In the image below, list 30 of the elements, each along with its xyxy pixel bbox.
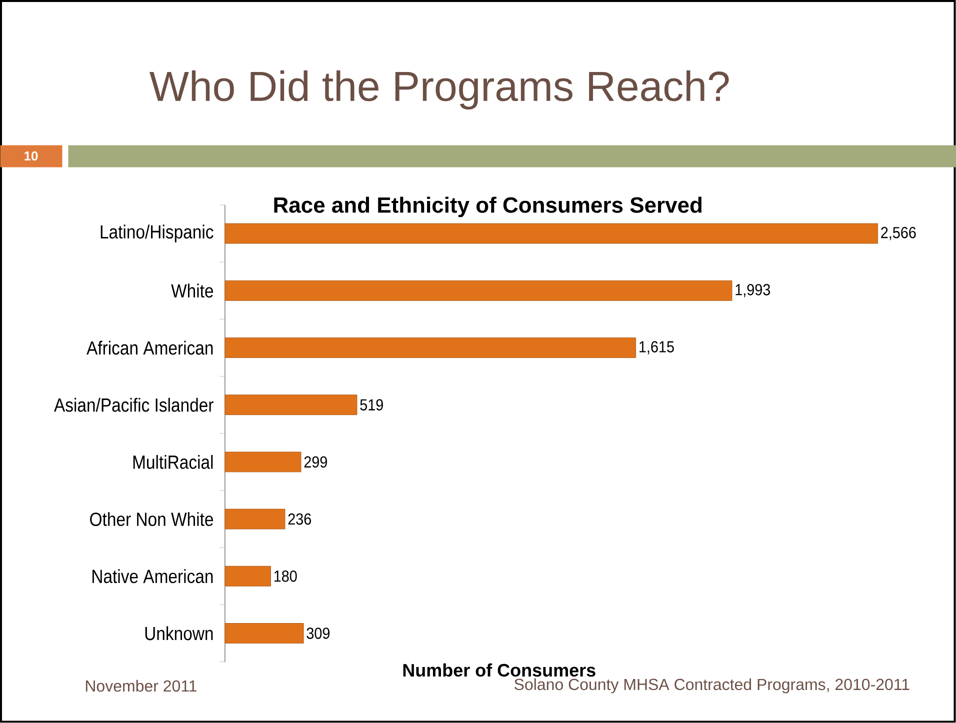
data-label: 299 xyxy=(304,456,327,468)
y-tick-label: African American xyxy=(86,340,213,355)
bar xyxy=(224,338,636,358)
y-tick-label: Asian/Pacific Islander xyxy=(54,398,214,412)
data-label: 519 xyxy=(360,399,383,411)
bar xyxy=(224,394,358,416)
y-tick-label: MultiRacial xyxy=(133,455,213,470)
bar xyxy=(224,508,286,530)
data-label: 236 xyxy=(288,513,311,525)
bar xyxy=(224,280,732,301)
data-label: 1,993 xyxy=(736,284,770,298)
bar xyxy=(224,623,304,644)
bar xyxy=(224,223,878,244)
data-label: 180 xyxy=(274,570,297,582)
y-tick-label: Other Non White xyxy=(90,512,214,526)
text: 10 xyxy=(24,151,38,161)
y-tick-label: Native American xyxy=(92,569,213,584)
text: November 2011 xyxy=(86,680,197,692)
data-label: 1,615 xyxy=(640,341,674,354)
chart-subtitle: Race and Ethnicity of Consumers Served xyxy=(274,196,702,218)
y-tick-label: Latino/Hispanic xyxy=(100,224,214,242)
bar xyxy=(224,566,271,586)
y-tick-label: Unknown xyxy=(145,626,213,640)
data-label: 309 xyxy=(306,628,330,640)
chart-title: Who Did the Programs Reach? xyxy=(150,70,729,110)
text: Solano County MHSA Contracted Programs, 2010-2011 xyxy=(514,678,910,694)
x-axis-title: Number of Consumers xyxy=(403,664,596,677)
y-tick-label: White xyxy=(171,284,214,298)
bar xyxy=(224,452,302,472)
data-label: 2,566 xyxy=(881,226,916,240)
